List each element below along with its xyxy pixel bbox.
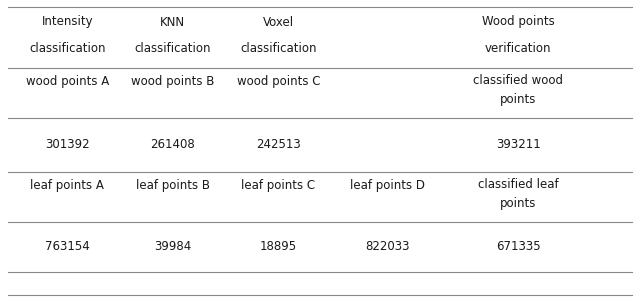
Text: 18895: 18895 bbox=[260, 240, 297, 254]
Text: leaf points B: leaf points B bbox=[136, 178, 210, 192]
Text: wood points A: wood points A bbox=[26, 74, 109, 88]
Text: 261408: 261408 bbox=[150, 139, 195, 151]
Text: wood points C: wood points C bbox=[237, 74, 320, 88]
Text: leaf points A: leaf points A bbox=[30, 178, 104, 192]
Text: 393211: 393211 bbox=[496, 139, 541, 151]
Text: classified leaf: classified leaf bbox=[478, 178, 559, 192]
Text: classification: classification bbox=[240, 42, 317, 54]
Text: Wood points: Wood points bbox=[482, 16, 555, 29]
Text: Intensity: Intensity bbox=[42, 16, 93, 29]
Text: classified wood: classified wood bbox=[474, 74, 563, 88]
Text: classification: classification bbox=[29, 42, 106, 54]
Text: verification: verification bbox=[485, 42, 552, 54]
Text: leaf points D: leaf points D bbox=[349, 178, 425, 192]
Text: classification: classification bbox=[134, 42, 211, 54]
Text: points: points bbox=[500, 198, 536, 210]
Text: 242513: 242513 bbox=[256, 139, 301, 151]
Text: points: points bbox=[500, 94, 536, 106]
Text: 763154: 763154 bbox=[45, 240, 90, 254]
Text: Voxel: Voxel bbox=[263, 16, 294, 29]
Text: 39984: 39984 bbox=[154, 240, 191, 254]
Text: 822033: 822033 bbox=[365, 240, 410, 254]
Text: wood points B: wood points B bbox=[131, 74, 214, 88]
Text: 671335: 671335 bbox=[496, 240, 541, 254]
Text: 301392: 301392 bbox=[45, 139, 90, 151]
Text: KNN: KNN bbox=[160, 16, 186, 29]
Text: leaf points C: leaf points C bbox=[241, 178, 316, 192]
